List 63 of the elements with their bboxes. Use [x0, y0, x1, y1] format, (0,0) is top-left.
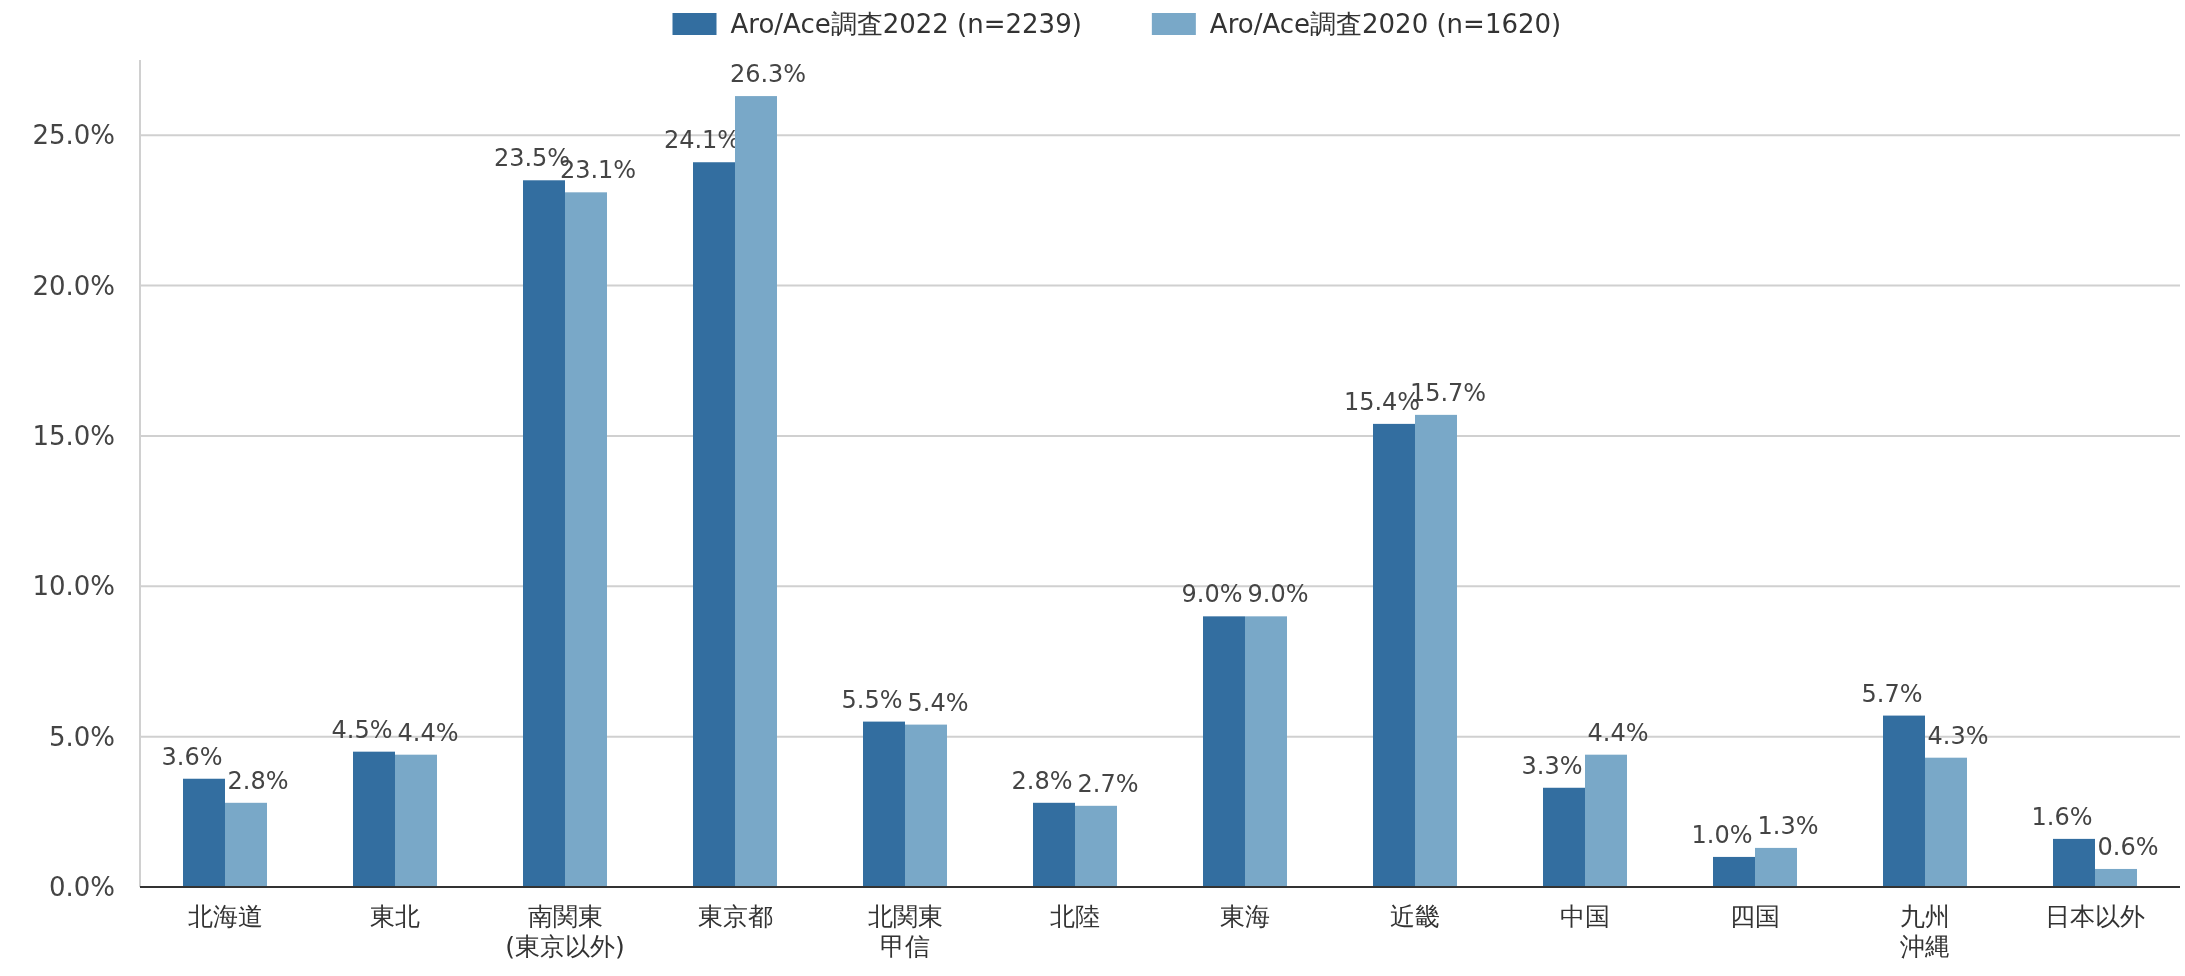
data-label: 4.4% — [1587, 718, 1649, 747]
data-label: 1.6% — [2031, 802, 2093, 831]
bar — [565, 192, 607, 887]
bar — [183, 778, 225, 887]
bar — [863, 721, 905, 887]
bar — [1543, 787, 1585, 887]
bar — [1713, 856, 1755, 887]
bar — [1033, 802, 1075, 887]
data-label: 4.4% — [397, 718, 459, 747]
data-label: 3.6% — [161, 742, 223, 771]
data-label: 3.3% — [1521, 751, 1583, 780]
x-tick-label: 北海道 — [187, 902, 263, 931]
bar — [693, 162, 735, 887]
bar — [1883, 715, 1925, 887]
data-label: 4.5% — [331, 715, 393, 744]
x-tick-label: 北陸 — [1050, 902, 1100, 931]
data-label: 4.3% — [1927, 721, 1989, 750]
y-tick-label: 15.0% — [32, 420, 115, 451]
bar — [735, 96, 777, 887]
y-tick-label: 10.0% — [32, 571, 115, 602]
bar — [905, 724, 947, 887]
data-label: 2.8% — [227, 766, 289, 795]
data-label: 2.7% — [1077, 769, 1139, 798]
bar — [1415, 414, 1457, 887]
data-label: 9.0% — [1247, 580, 1309, 609]
bar — [2053, 838, 2095, 887]
x-tick-label: 東海 — [1220, 902, 1270, 931]
data-label: 9.0% — [1181, 580, 1243, 609]
data-label: 5.7% — [1861, 679, 1923, 708]
bar — [1245, 616, 1287, 887]
y-tick-label: 25.0% — [32, 120, 115, 151]
bar — [1755, 847, 1797, 887]
x-tick-label: 南関東 (東京以外) — [505, 902, 625, 961]
legend-label: Aro/Ace調査2020 (n=1620) — [1209, 9, 1562, 39]
bar — [395, 754, 437, 887]
data-label: 5.4% — [907, 688, 969, 717]
x-tick-label: 近畿 — [1390, 902, 1440, 931]
bar — [1585, 754, 1627, 887]
data-label: 5.5% — [841, 685, 903, 714]
legend-label: Aro/Ace調査2022 (n=2239) — [730, 9, 1082, 39]
x-tick-label: 東北 — [370, 902, 420, 931]
x-tick-label: 北関東甲信 — [867, 902, 943, 961]
x-tick-label: 中国 — [1560, 902, 1610, 931]
bar — [225, 802, 267, 887]
bar — [2095, 868, 2137, 887]
bar — [353, 751, 395, 887]
bar — [1075, 805, 1117, 887]
x-tick-label: 四国 — [1730, 902, 1780, 931]
data-label: 2.8% — [1011, 766, 1073, 795]
data-label: 0.6% — [2097, 832, 2159, 861]
x-tick-label: 東京都 — [697, 902, 773, 931]
data-label: 26.3% — [729, 60, 807, 89]
x-tick-label: 九州沖縄 — [1900, 902, 1950, 961]
data-label: 1.3% — [1757, 811, 1819, 840]
y-tick-label: 5.0% — [48, 721, 115, 752]
bar — [1203, 616, 1245, 887]
bar — [523, 180, 565, 887]
data-label: 1.0% — [1691, 820, 1753, 849]
y-tick-label: 0.0% — [48, 872, 115, 902]
bar — [1925, 757, 1967, 887]
bar — [1373, 423, 1415, 887]
y-tick-label: 20.0% — [32, 270, 115, 301]
x-tick-label: 日本以外 — [2045, 902, 2145, 931]
